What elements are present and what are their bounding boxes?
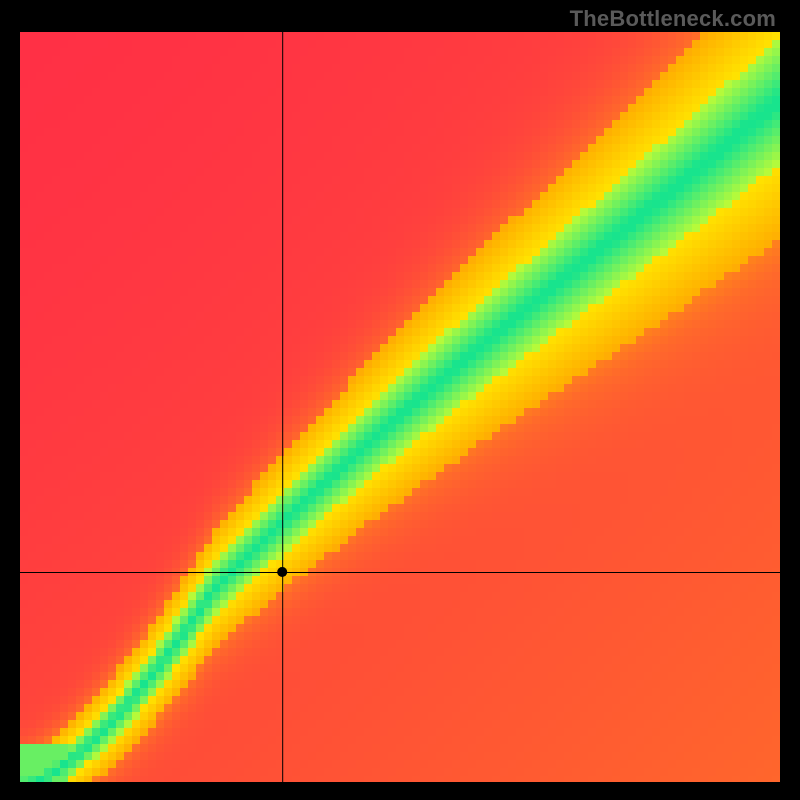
watermark-label: TheBottleneck.com bbox=[570, 6, 776, 32]
chart-container: TheBottleneck.com bbox=[0, 0, 800, 800]
crosshair-overlay bbox=[20, 32, 780, 782]
